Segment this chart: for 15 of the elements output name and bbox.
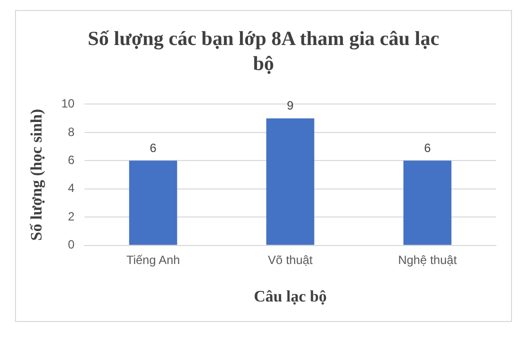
- data-label: 6: [424, 140, 432, 155]
- x-tick-label: Nghệ thuật: [398, 252, 458, 267]
- y-tick-label: 0: [68, 238, 75, 252]
- x-tick-label: Võ thuật: [268, 252, 314, 267]
- y-tick-label: 6: [68, 152, 75, 167]
- x-axis-title: Câu lạc bộ: [254, 288, 327, 306]
- y-axis-title: Số lượng (học sinh): [28, 108, 46, 241]
- y-tick-label: 8: [68, 124, 75, 139]
- x-tick-label: Tiếng Anh: [126, 252, 180, 267]
- data-label: 9: [286, 98, 294, 113]
- y-tick-label: 10: [61, 96, 75, 111]
- y-tick-label: 2: [68, 209, 75, 224]
- chart-title: Số lượng các bạn lớp 8A tham gia câu lạc bộ: [86, 27, 440, 77]
- y-tick-label: 4: [68, 181, 75, 196]
- data-label: 6: [150, 140, 157, 155]
